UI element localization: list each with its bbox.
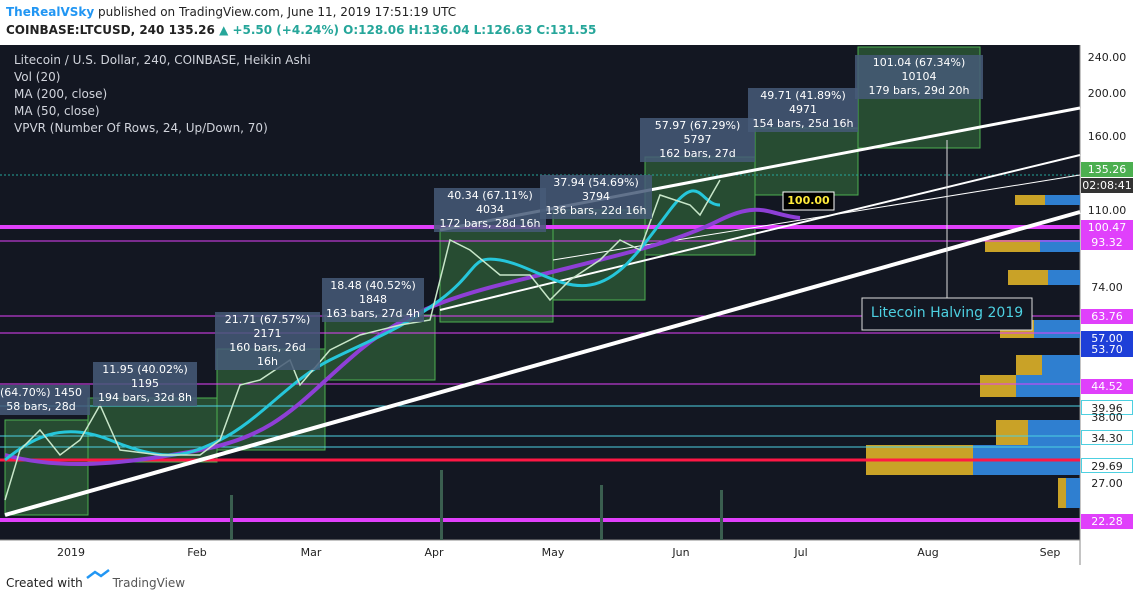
legend-item: Vol (20) — [14, 70, 61, 84]
price-tick-label: 44.52 — [1081, 378, 1133, 394]
level-box — [782, 191, 835, 211]
price-tick-label: 100.47 — [1081, 220, 1133, 236]
measure-span: 160 bars, 26d 16h — [229, 341, 306, 368]
measure-span: 136 bars, 22d 16h — [545, 204, 647, 217]
measure-label: 49.71 (41.89%) 4971 154 bars, 25d 16h — [748, 88, 858, 132]
measure-label: 57.97 (67.29%) 5797 162 bars, 27d — [640, 118, 755, 162]
measure-span: 194 bars, 32d 8h — [98, 391, 192, 404]
time-tick-label: Mar — [300, 546, 322, 559]
price-tick-label: 34.30 — [1081, 429, 1133, 445]
time-tick-label: Apr — [424, 546, 444, 559]
time-tick-label: Jun — [672, 546, 690, 559]
price-tick-label: 57.00 — [1081, 330, 1133, 346]
measure-label: 37.94 (54.69%) 3794 136 bars, 22d 16h — [540, 175, 652, 219]
footer-prefix: Created with — [6, 576, 83, 590]
measure-label: 11.95 (40.02%) 1195 194 bars, 32d 8h — [93, 362, 197, 406]
price-tick-label: 38.00 — [1091, 410, 1123, 424]
countdown: 02:08:41 — [1081, 178, 1133, 193]
price-tick-label: 39.96 — [1081, 399, 1133, 415]
time-tick-label: 2019 — [57, 546, 85, 559]
time-tick-label: May — [541, 546, 565, 559]
legend-item: MA (200, close) — [14, 87, 108, 101]
measure-change: 57.97 (67.29%) 5797 — [654, 119, 741, 146]
footer: Created with TradingView — [6, 576, 185, 590]
time-tick-label: Feb — [187, 546, 207, 559]
level-label: 100.00 — [787, 194, 830, 207]
ohlc-item: H:136.04 — [408, 23, 470, 37]
measure-span: 154 bars, 25d 16h — [752, 117, 854, 130]
measure-change: 37.94 (54.69%) 3794 — [553, 176, 639, 203]
change: ▲ +5.50 (+4.24%) — [219, 23, 339, 37]
legend-item: MA (50, close) — [14, 104, 100, 118]
measure-label: (64.70%) 1450 58 bars, 28d — [0, 385, 90, 415]
price-tick-label: 200.00 — [1087, 86, 1127, 100]
symbol: COINBASE:LTCUSD, 240 — [6, 23, 165, 37]
time-tick-label: Sep — [1039, 546, 1061, 559]
published: published on TradingView.com, June 11, 2… — [98, 5, 457, 19]
measure-change: 40.34 (67.11%) 4034 — [447, 189, 533, 216]
axis-bg — [1080, 45, 1137, 540]
author[interactable]: TheRealVSky — [6, 5, 95, 19]
measure-label: 101.04 (67.34%) 10104 179 bars, 29d 20h — [855, 55, 983, 99]
measure-change: 101.04 (67.34%) 10104 — [872, 56, 966, 83]
measure-span: 179 bars, 29d 20h — [868, 84, 970, 97]
measure-change: 18.48 (40.52%) 1848 — [330, 279, 416, 306]
tv-logo — [86, 569, 110, 579]
legend-item: Litecoin / U.S. Dollar, 240, COINBASE, H… — [14, 53, 311, 67]
price-tick-label: 110.00 — [1087, 203, 1127, 217]
measure-span: 162 bars, 27d — [659, 147, 736, 160]
measure-change: (64.70%) 1450 — [0, 386, 83, 399]
footer-brand[interactable]: TradingView — [112, 576, 186, 590]
measure-change: 49.71 (41.89%) 4971 — [760, 89, 846, 116]
price-tick-label: 63.76 — [1081, 308, 1133, 324]
measure-label: 21.71 (67.57%) 2171 160 bars, 26d 16h — [215, 312, 320, 370]
last-price: 135.26 — [168, 23, 215, 37]
symbol-line: COINBASE:LTCUSD, 240 135.26 ▲ +5.50 (+4.… — [6, 23, 600, 37]
price-tick-label: 29.69 — [1081, 457, 1133, 473]
measure-change: 21.71 (67.57%) 2171 — [224, 313, 311, 340]
ohlc: O:128.06 H:136.04 L:126.63 C:131.55 — [343, 23, 600, 37]
volume — [230, 470, 723, 540]
ohlc-item: L:126.63 — [473, 23, 533, 37]
measure-label: 18.48 (40.52%) 1848 163 bars, 27d 4h — [322, 278, 424, 322]
legend-item: VPVR (Number Of Rows, 24, Up/Down, 70) — [14, 121, 268, 135]
price-tick-label: 22.28 — [1081, 513, 1133, 529]
price-tick-label: 74.00 — [1091, 280, 1123, 294]
measure-label: 40.34 (67.11%) 4034 172 bars, 28d 16h — [434, 188, 546, 232]
price-tick-label: 93.32 — [1081, 234, 1133, 250]
price-tick-label: 27.00 — [1091, 477, 1123, 491]
halving-label: Litecoin Halving 2019 — [870, 305, 1024, 321]
price-tick-label: 53.70 — [1081, 342, 1133, 358]
ohlc-item: C:131.55 — [536, 23, 597, 37]
price-tick-label: 160.00 — [1087, 130, 1127, 144]
measure-span: 58 bars, 28d — [6, 400, 76, 413]
price-tick-label: 135.26 — [1081, 162, 1133, 178]
publish-line: TheRealVSky published on TradingView.com… — [6, 5, 456, 19]
measure-span: 163 bars, 27d 4h — [326, 307, 420, 320]
measure-span: 172 bars, 28d 16h — [439, 217, 541, 230]
measure-change: 11.95 (40.02%) 1195 — [102, 363, 188, 390]
time-tick-label: Aug — [917, 546, 939, 559]
time-tick-label: Jul — [794, 546, 808, 559]
ohlc-item: O:128.06 — [343, 23, 405, 37]
price-tick-label: 240.00 — [1087, 51, 1127, 65]
